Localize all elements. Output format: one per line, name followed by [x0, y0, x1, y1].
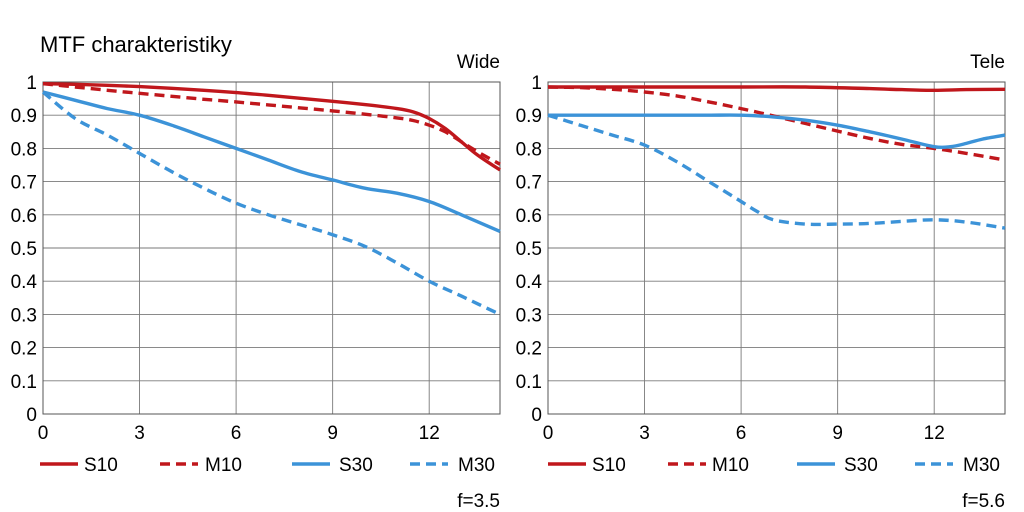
x-tick-label: 3 [134, 423, 145, 444]
legend-label-s10: S10 [84, 455, 118, 476]
plot-frame [42, 81, 501, 415]
x-tick-label: 9 [832, 423, 843, 444]
y-tick-label: 0.6 [516, 206, 542, 227]
y-tick-label: 0.8 [516, 139, 542, 160]
y-tick-label: 0.2 [11, 339, 37, 360]
series-line-m10 [547, 85, 1006, 162]
series-line-m10 [42, 82, 501, 166]
x-tick-label: 3 [639, 423, 650, 444]
y-tick-label: 0.7 [11, 173, 37, 194]
x-tick-label: 12 [924, 423, 945, 444]
y-tick-label: 0.7 [516, 173, 542, 194]
y-tick-label: 0.5 [516, 239, 542, 260]
series-line-m30 [547, 113, 1006, 230]
y-tick-label: 0.3 [516, 305, 542, 326]
y-tick-label: 1 [531, 73, 542, 94]
y-tick-label: 0 [531, 405, 542, 426]
plot-frame [547, 81, 1006, 415]
y-tick-label: 0.5 [11, 239, 37, 260]
y-tick-label: 0.4 [11, 272, 38, 293]
y-tick-label: 1 [26, 73, 37, 94]
x-tick-label: 12 [419, 423, 440, 444]
figure-title: MTF charakteristiky [40, 32, 232, 57]
y-tick-label: 0.8 [11, 139, 37, 160]
legend-label-s30: S30 [844, 455, 878, 476]
y-tick-label: 0.4 [516, 272, 543, 293]
chart-panel-2: 0 0.1 0.2 0.3 0.4 0.5 0.6 0.7 0.8 0.9 1 0 3 6 9 12 Tele S… [516, 52, 1006, 512]
legend-label-m10: M10 [205, 455, 242, 476]
x-tick-label: 0 [543, 423, 554, 444]
series-line-s30 [42, 90, 501, 233]
x-tick-label: 6 [231, 423, 242, 444]
y-tick-label: 0.6 [11, 206, 37, 227]
series-line-m30 [41, 90, 501, 316]
legend-label-m30: M30 [963, 455, 1000, 476]
legend-label-m30: M30 [458, 455, 495, 476]
aperture-note: f=5.6 [962, 491, 1005, 512]
y-tick-label: 0.1 [11, 372, 37, 393]
y-tick-label: 0.1 [516, 372, 542, 393]
aperture-note: f=3.5 [457, 491, 500, 512]
y-tick-label: 0 [26, 405, 37, 426]
y-tick-label: 0.2 [516, 339, 542, 360]
x-tick-label: 6 [736, 423, 747, 444]
series-line-s10 [42, 82, 501, 172]
legend-label-s30: S30 [339, 455, 373, 476]
legend-label-m10: M10 [712, 455, 749, 476]
y-tick-label: 0.3 [11, 305, 37, 326]
legend-label-s10: S10 [592, 455, 626, 476]
series-line-s10 [548, 85, 1006, 92]
y-tick-label: 0.9 [516, 106, 542, 127]
panel-subtitle: Wide [457, 52, 500, 73]
x-tick-label: 9 [327, 423, 338, 444]
series-line-s30 [548, 113, 1006, 150]
panel-subtitle: Tele [970, 52, 1005, 73]
chart-panel-1: 0 0.1 0.2 0.3 0.4 0.5 0.6 0.7 0.8 0.9 1 0 3 6 9 12 Wide S… [11, 52, 501, 512]
y-tick-label: 0.9 [11, 106, 37, 127]
x-tick-label: 0 [38, 423, 49, 444]
